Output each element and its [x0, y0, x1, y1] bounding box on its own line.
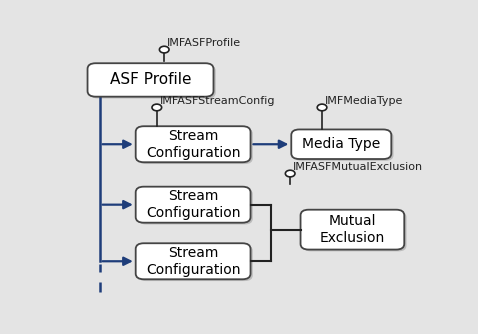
FancyBboxPatch shape: [138, 128, 253, 164]
FancyBboxPatch shape: [291, 130, 391, 159]
Text: Media Type: Media Type: [302, 137, 380, 151]
FancyBboxPatch shape: [303, 211, 406, 252]
Text: Stream
Configuration: Stream Configuration: [146, 189, 240, 220]
FancyBboxPatch shape: [138, 245, 253, 281]
Circle shape: [285, 170, 295, 177]
Text: Stream
Configuration: Stream Configuration: [146, 129, 240, 160]
FancyBboxPatch shape: [136, 243, 250, 279]
FancyBboxPatch shape: [301, 210, 404, 249]
Text: ASF Profile: ASF Profile: [110, 72, 191, 88]
Text: IMFASFMutualExclusion: IMFASFMutualExclusion: [293, 162, 423, 172]
FancyBboxPatch shape: [90, 65, 216, 99]
FancyBboxPatch shape: [293, 131, 393, 161]
Circle shape: [159, 46, 169, 53]
FancyBboxPatch shape: [87, 63, 214, 97]
Text: IMFMediaType: IMFMediaType: [325, 96, 403, 106]
Text: IMFASFStreamConfig: IMFASFStreamConfig: [160, 96, 275, 106]
FancyBboxPatch shape: [136, 126, 250, 162]
FancyBboxPatch shape: [136, 187, 250, 223]
Circle shape: [317, 104, 327, 111]
Circle shape: [152, 104, 162, 111]
Text: Mutual
Exclusion: Mutual Exclusion: [320, 214, 385, 245]
Text: Stream
Configuration: Stream Configuration: [146, 245, 240, 277]
Text: IMFASFProfile: IMFASFProfile: [167, 38, 241, 48]
FancyBboxPatch shape: [138, 188, 253, 224]
